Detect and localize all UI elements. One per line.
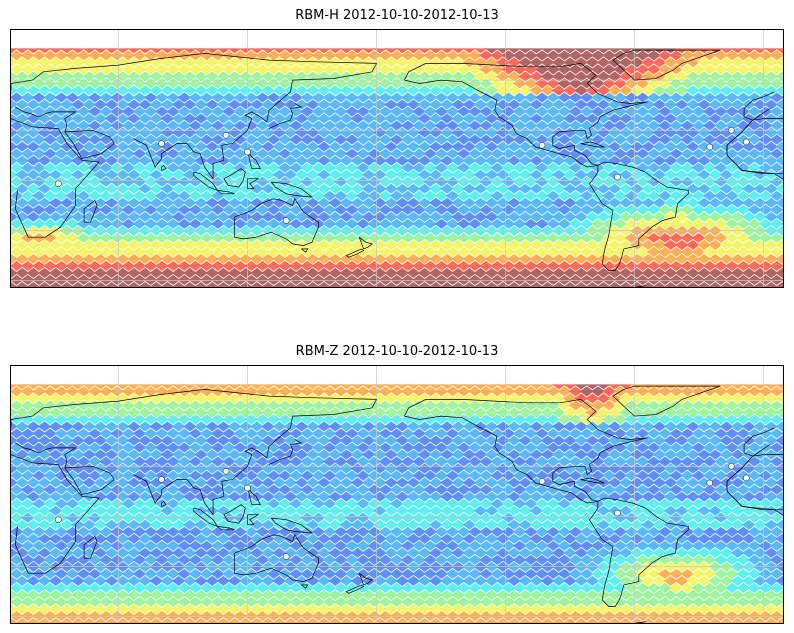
rbm-h-gridlines	[11, 30, 783, 287]
rbm-z-coastlines	[11, 385, 783, 623]
rbm-h-white-patches	[55, 127, 750, 224]
panel-title: RBM-H 2012-10-10-2012-10-13	[295, 8, 499, 23]
map-frame	[10, 365, 784, 624]
rbm-z-field	[11, 384, 783, 623]
map-frame	[10, 29, 784, 288]
panel-title: RBM-Z 2012-10-10-2012-10-13	[295, 344, 499, 359]
rbm-z-gridlines	[11, 366, 783, 623]
rbm-h-field	[11, 48, 783, 287]
rbm-h-coastlines	[11, 49, 783, 287]
rbm-z-white-patches	[55, 463, 750, 560]
map-canvas	[11, 366, 783, 623]
map-canvas	[11, 30, 783, 287]
